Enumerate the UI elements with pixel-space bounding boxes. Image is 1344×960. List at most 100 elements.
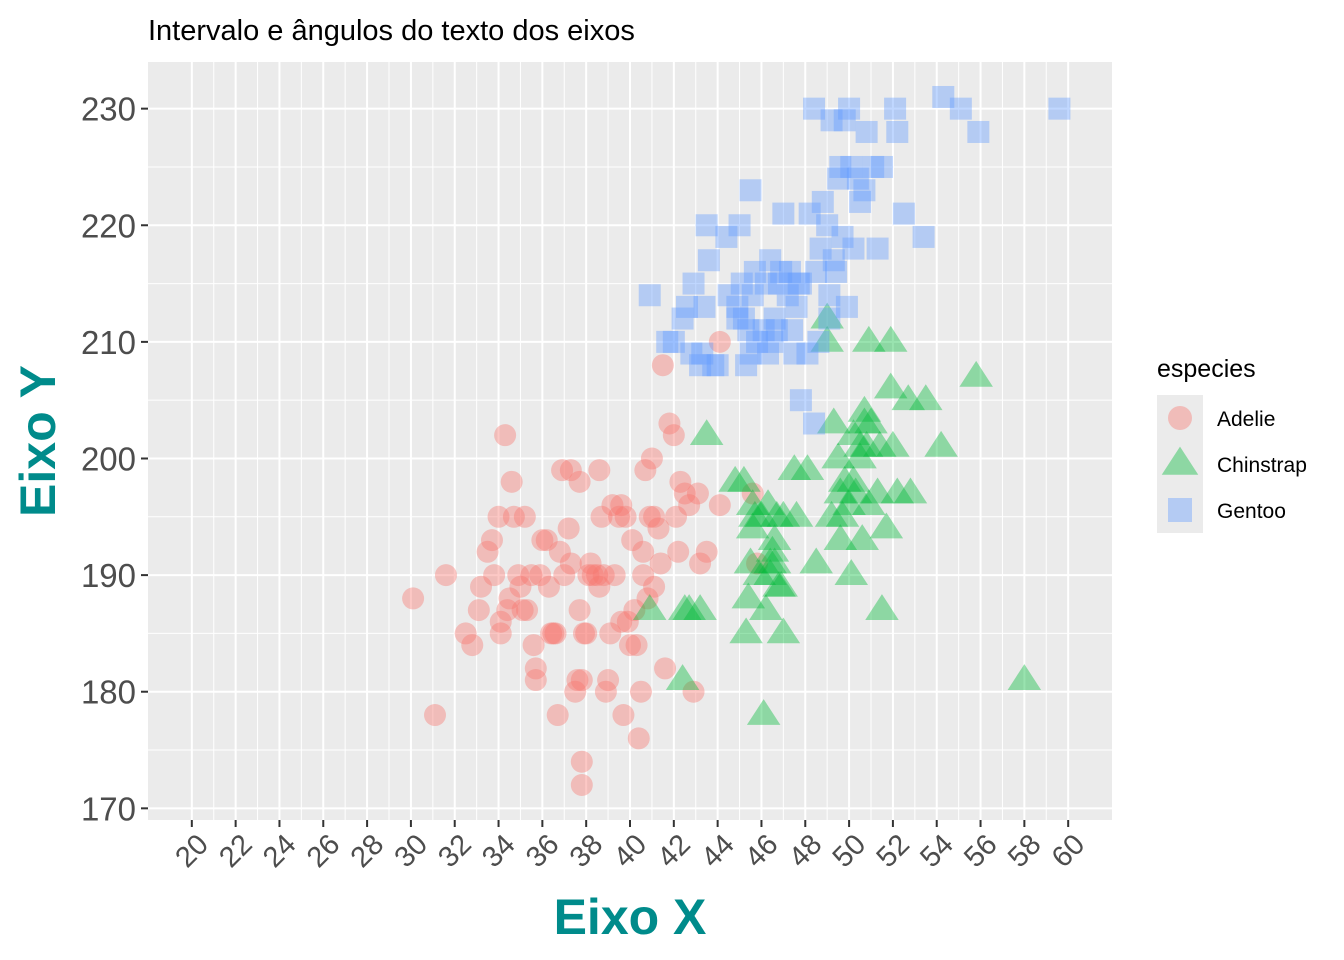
x-tick-label: 58 [1002,828,1047,873]
legend-item-gentoo: Gentoo [1157,487,1286,533]
x-tick-label: 36 [520,828,565,873]
gentoo-point [726,296,748,318]
gentoo-point [807,331,829,353]
y-axis-title: Eixo Y [10,365,66,517]
gentoo-point [698,249,720,271]
gentoo-point [825,261,847,283]
x-tick-label: 44 [695,828,740,873]
adelie-point [696,541,718,563]
adelie-point [494,424,516,446]
adelie-point [654,657,676,679]
legend: especies Adelie Chinstrap Gentoo [1157,355,1307,533]
adelie-point [571,774,593,796]
gentoo-point [729,214,751,236]
adelie-point [483,564,505,586]
x-tick-label: 46 [739,828,784,873]
gentoo-point [856,121,878,143]
adelie-point [481,529,503,551]
adelie-point [558,517,580,539]
gentoo-point [871,156,893,178]
x-axis-title: Eixo X [554,889,707,945]
x-tick-label: 50 [827,828,872,873]
adelie-point [652,354,674,376]
gentoo-point [740,179,762,201]
x-tick-label: 24 [257,828,302,873]
adelie-point [709,494,731,516]
x-tick-label: 22 [213,828,258,873]
x-tick-label: 26 [301,828,346,873]
y-axis: 170180190200210220230 [81,91,148,828]
gentoo-point [683,273,705,295]
adelie-point [571,751,593,773]
gentoo-point [790,389,812,411]
adelie-point [435,564,457,586]
gentoo-point [967,121,989,143]
adelie-point [461,634,483,656]
gentoo-point [842,238,864,260]
x-tick-label: 48 [783,828,828,873]
adelie-point [641,447,663,469]
y-tick-label: 210 [81,324,136,361]
gentoo-point [867,238,889,260]
x-tick-label: 54 [914,828,959,873]
legend-key-adelie [1168,406,1192,430]
chart-title: Intervalo e ângulos do texto dos eixos [148,15,635,47]
legend-label: Chinstrap [1217,454,1307,477]
adelie-point [424,704,446,726]
adelie-point [667,541,689,563]
y-tick-label: 190 [81,557,136,594]
adelie-point [612,704,634,726]
legend-item-adelie: Adelie [1157,395,1275,441]
x-tick-label: 34 [476,828,521,873]
adelie-point [514,506,536,528]
x-tick-label: 28 [345,828,390,873]
adelie-point [615,506,637,528]
adelie-point [525,669,547,691]
adelie-point [626,634,648,656]
adelie-point [597,669,619,691]
adelie-point [663,424,685,446]
gentoo-point [893,203,915,225]
x-tick-label: 32 [432,828,477,873]
gentoo-point [853,179,875,201]
adelie-point [569,599,591,621]
x-tick-label: 56 [958,828,1003,873]
adelie-point [402,587,424,609]
legend-label: Gentoo [1217,500,1286,523]
adelie-point [501,471,523,493]
gentoo-point [884,98,906,120]
adelie-point [687,482,709,504]
adelie-point [490,622,512,644]
x-tick-label: 38 [564,828,609,873]
legend-title: especies [1157,355,1256,383]
gentoo-point [838,98,860,120]
legend-item-chinstrap: Chinstrap [1157,441,1307,487]
legend-key-gentoo [1168,498,1192,522]
gentoo-point [1048,98,1070,120]
y-tick-label: 180 [81,674,136,711]
adelie-point [547,704,569,726]
gentoo-point [693,296,715,318]
x-tick-label: 20 [169,828,214,873]
adelie-point [516,599,538,621]
gentoo-point [639,284,661,306]
gentoo-point [803,413,825,435]
gentoo-point [786,296,808,318]
gentoo-point [886,121,908,143]
x-tick-label: 42 [651,828,696,873]
adelie-point [545,622,567,644]
adelie-point [628,727,650,749]
y-tick-label: 230 [81,91,136,128]
gentoo-point [913,226,935,248]
adelie-point [604,564,626,586]
adelie-point [643,576,665,598]
adelie-point [630,681,652,703]
legend-items: Adelie Chinstrap Gentoo [1157,395,1307,533]
gentoo-point [707,354,729,376]
adelie-point [569,471,591,493]
gentoo-point [696,214,718,236]
x-tick-label: 40 [608,828,653,873]
gentoo-point [950,98,972,120]
adelie-point [468,599,490,621]
